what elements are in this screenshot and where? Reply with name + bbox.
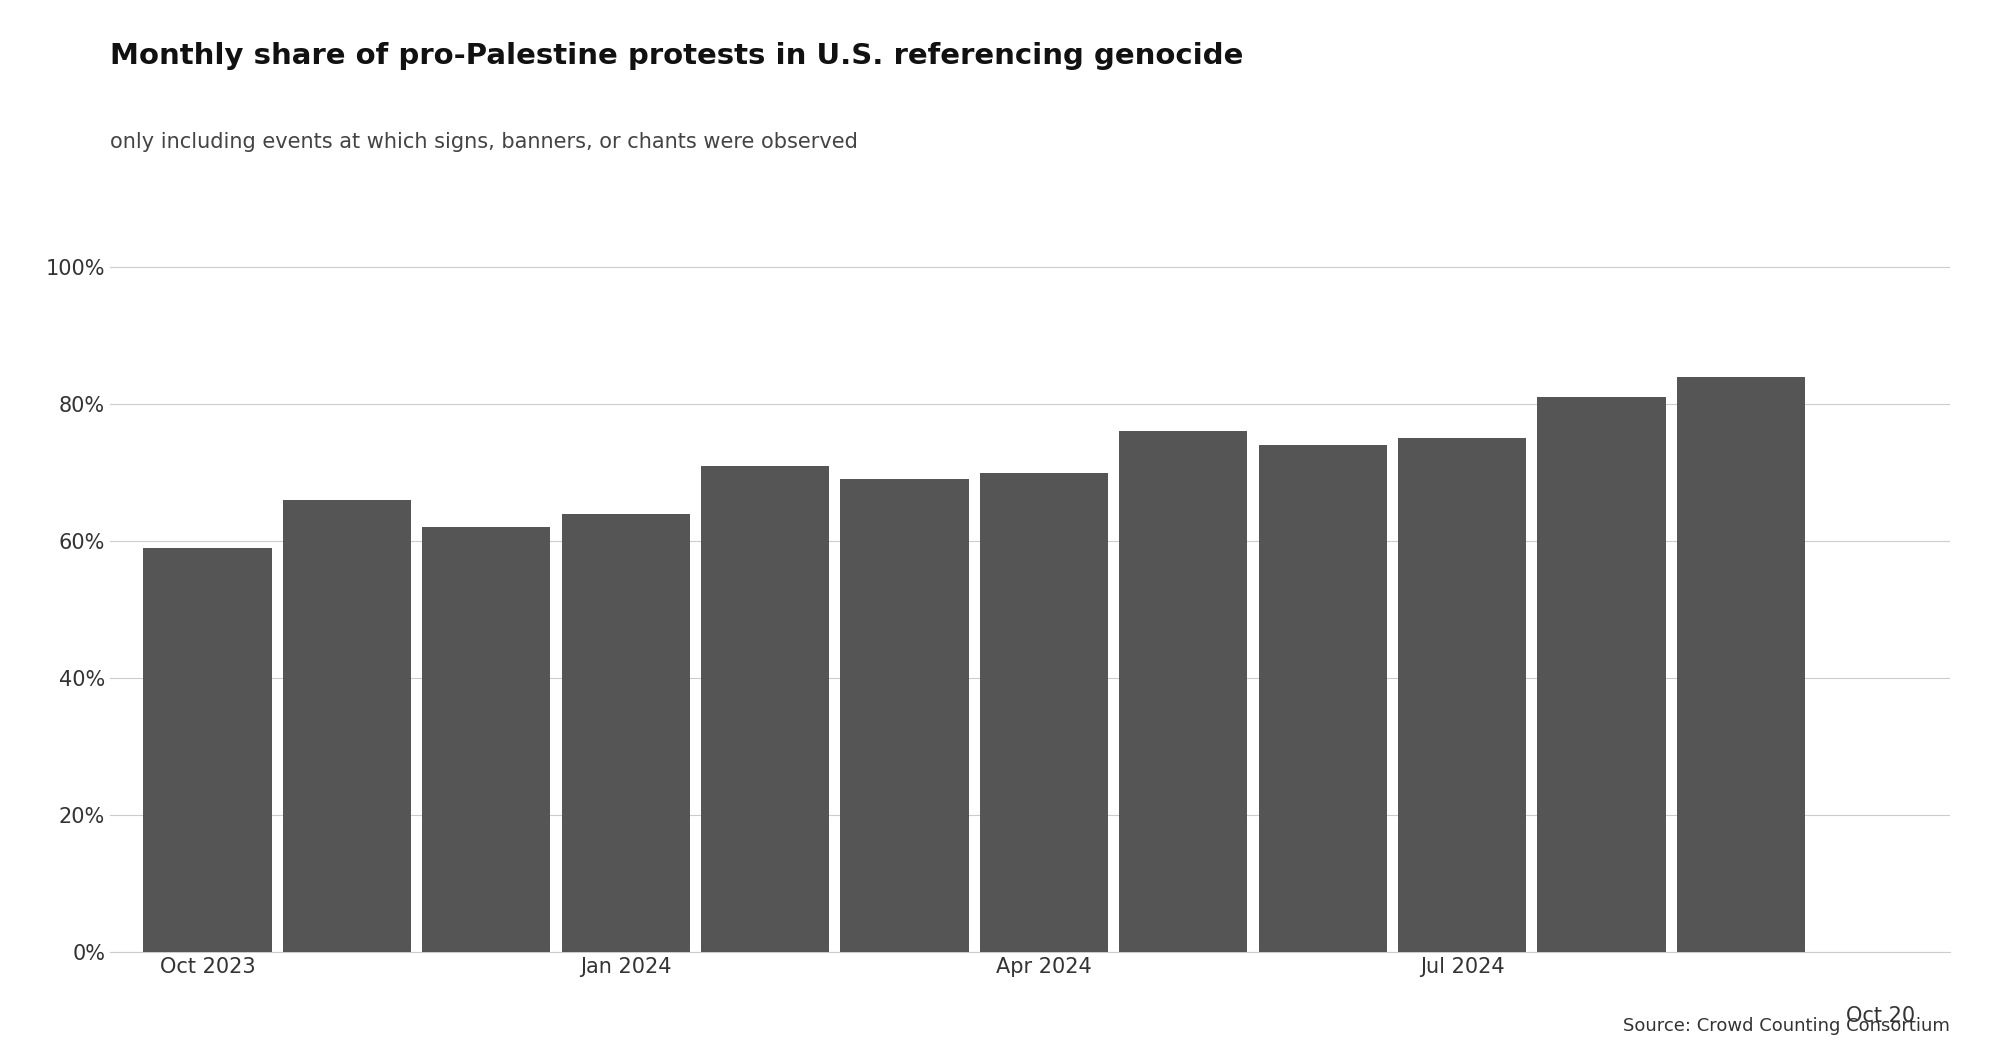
Bar [144, 548, 272, 952]
Bar [1676, 377, 1806, 952]
Bar [1538, 397, 1666, 952]
Bar [980, 473, 1108, 952]
Bar [282, 500, 412, 952]
Bar [1398, 438, 1526, 952]
Text: Oct 20: Oct 20 [1846, 1006, 1914, 1026]
Bar [422, 527, 550, 952]
Bar [1120, 432, 1248, 952]
Text: Monthly share of pro-Palestine protests in U.S. referencing genocide: Monthly share of pro-Palestine protests … [110, 42, 1244, 70]
Bar [702, 466, 830, 952]
Bar [1258, 445, 1386, 952]
Text: only including events at which signs, banners, or chants were observed: only including events at which signs, ba… [110, 132, 858, 152]
Bar [840, 479, 968, 952]
Bar [562, 514, 690, 952]
Text: Source: Crowd Counting Consortium: Source: Crowd Counting Consortium [1624, 1017, 1950, 1035]
